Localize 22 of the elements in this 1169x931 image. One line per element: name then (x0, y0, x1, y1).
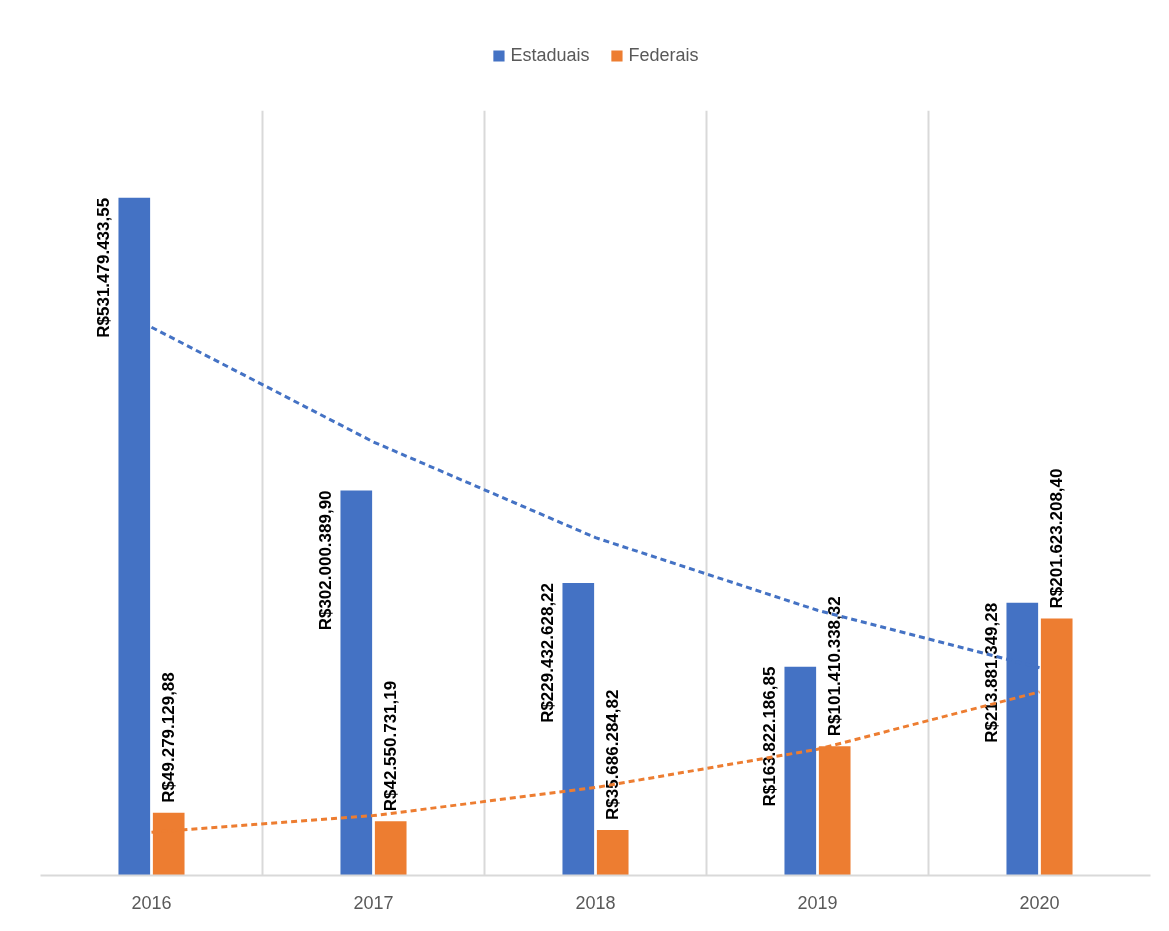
x-tick-label: 2018 (575, 892, 616, 913)
data-label: R$531.479.433,55 (94, 197, 114, 338)
data-label: R$201.623.208,40 (1047, 468, 1067, 609)
x-tick-label: 2016 (131, 892, 172, 913)
bar (374, 821, 407, 876)
data-label: R$302.000.389,90 (316, 490, 336, 631)
data-label: R$213.881.349,28 (982, 602, 1002, 743)
data-label: R$49.279.129,88 (159, 672, 179, 803)
legend-label: Federais (628, 44, 699, 66)
bar (562, 582, 595, 876)
bar (340, 490, 373, 876)
bar (784, 666, 817, 876)
x-tick-label: 2019 (797, 892, 838, 913)
x-tick-label: 2017 (353, 892, 394, 913)
legend-label: Estaduais (510, 44, 590, 66)
x-tick-label: 2020 (1019, 892, 1060, 913)
data-label: R$42.550.731,19 (381, 680, 401, 812)
data-label: R$101.410.338,32 (825, 596, 845, 737)
data-label: R$163.822.186,85 (760, 666, 780, 807)
data-label: R$35.686.284,82 (603, 689, 623, 820)
data-label: R$229.432.628,22 (538, 582, 558, 723)
bar (596, 830, 629, 876)
